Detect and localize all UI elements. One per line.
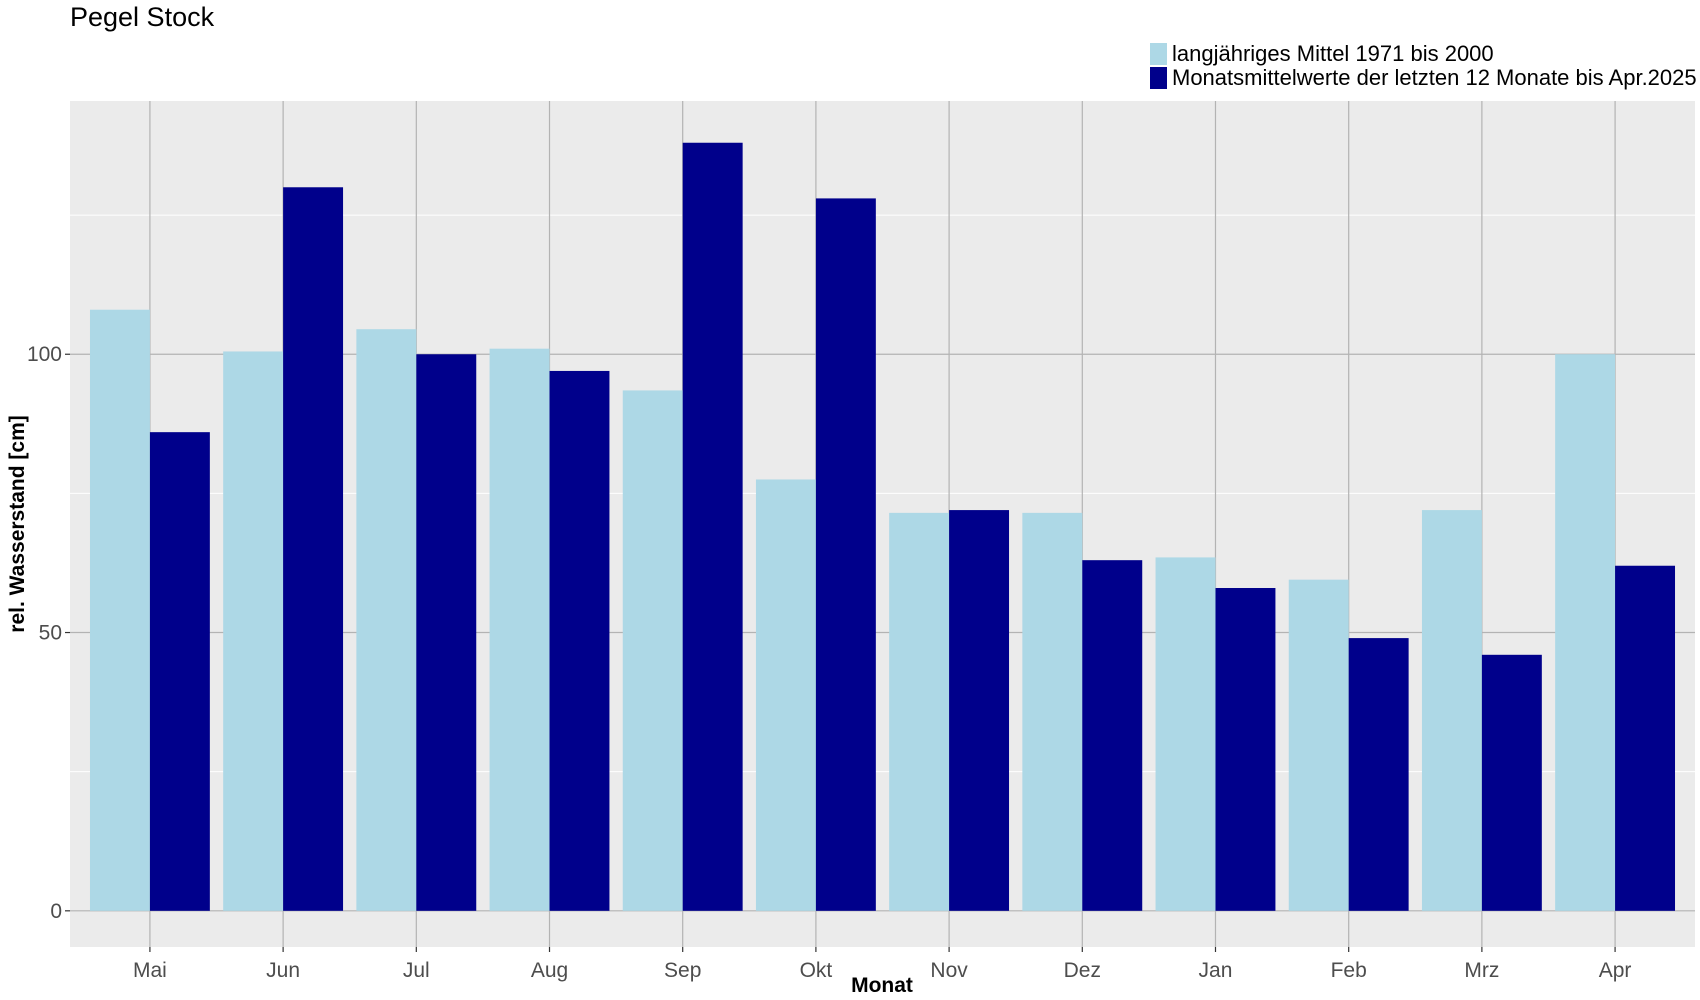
- bar-longterm-mean-jun: [223, 351, 284, 911]
- x-tick-label: Feb: [1331, 959, 1367, 982]
- bar-longterm-mean-dez: [1022, 512, 1083, 911]
- legend-label-longterm-mean: langjähriges Mittel 1971 bis 2000: [1172, 41, 1494, 66]
- x-tick-label: Jun: [266, 959, 300, 982]
- x-tick-label: Jul: [403, 959, 430, 982]
- bar-monthly-mean-okt: [815, 198, 876, 911]
- x-tick-label: Jan: [1199, 959, 1233, 982]
- bar-monthly-mean-dez: [1082, 560, 1143, 911]
- bar-monthly-mean-feb: [1348, 638, 1409, 911]
- bar-longterm-mean-okt: [755, 479, 816, 911]
- bar-longterm-mean-sep: [622, 390, 683, 911]
- legend-swatch-longterm-mean: [1150, 43, 1167, 65]
- bar-monthly-mean-aug: [549, 370, 610, 911]
- bar-longterm-mean-feb: [1288, 579, 1349, 911]
- y-tick-label: 50: [39, 622, 62, 645]
- x-tick-label: Nov: [930, 959, 968, 982]
- bar-longterm-mean-aug: [489, 348, 550, 911]
- bar-longterm-mean-nov: [889, 512, 950, 911]
- bar-monthly-mean-nov: [949, 510, 1010, 911]
- y-axis-ticks: 0 50 100: [27, 343, 70, 923]
- bars: [89, 142, 1676, 911]
- bar-longterm-mean-mai: [89, 309, 150, 911]
- chart-legend: langjähriges Mittel 1971 bis 2000 Monats…: [1150, 41, 1697, 90]
- x-axis-title: Monat: [851, 974, 913, 997]
- bar-longterm-mean-mrz: [1421, 510, 1482, 911]
- x-tick-label: Apr: [1599, 959, 1632, 982]
- y-axis-title: rel. Wasserstand [cm]: [6, 415, 29, 632]
- bar-longterm-mean-jan: [1155, 557, 1216, 911]
- bar-monthly-mean-jun: [283, 187, 344, 911]
- bar-monthly-mean-mrz: [1481, 654, 1542, 911]
- bar-monthly-mean-jul: [416, 354, 477, 911]
- bar-monthly-mean-sep: [682, 142, 743, 911]
- legend-item-monthly-means: Monatsmittelwerte der letzten 12 Monate …: [1150, 65, 1697, 90]
- x-tick-label: Dez: [1064, 959, 1101, 982]
- bar-monthly-mean-mai: [149, 432, 210, 911]
- x-tick-label: Mai: [133, 959, 167, 982]
- x-tick-label: Sep: [664, 959, 701, 982]
- y-tick-label: 0: [50, 900, 62, 923]
- bar-longterm-mean-apr: [1555, 354, 1616, 911]
- y-tick-label: 100: [27, 343, 62, 366]
- legend-item-longterm-mean: langjähriges Mittel 1971 bis 2000: [1150, 41, 1697, 66]
- bar-monthly-mean-apr: [1615, 565, 1676, 911]
- x-tick-label: Mrz: [1464, 959, 1499, 982]
- bar-monthly-mean-jan: [1215, 588, 1276, 911]
- x-tick-label: Aug: [531, 959, 568, 982]
- legend-label-monthly-means: Monatsmittelwerte der letzten 12 Monate …: [1172, 65, 1697, 90]
- x-axis-ticks: Mai Jun Jul Aug Sep Okt Nov Dez Jan Feb Mrz Apr: [133, 947, 1631, 982]
- chart-title: Pegel Stock: [70, 2, 215, 32]
- x-tick-label: Okt: [800, 959, 833, 982]
- legend-swatch-monthly-means: [1150, 67, 1167, 89]
- bar-longterm-mean-jul: [356, 329, 417, 911]
